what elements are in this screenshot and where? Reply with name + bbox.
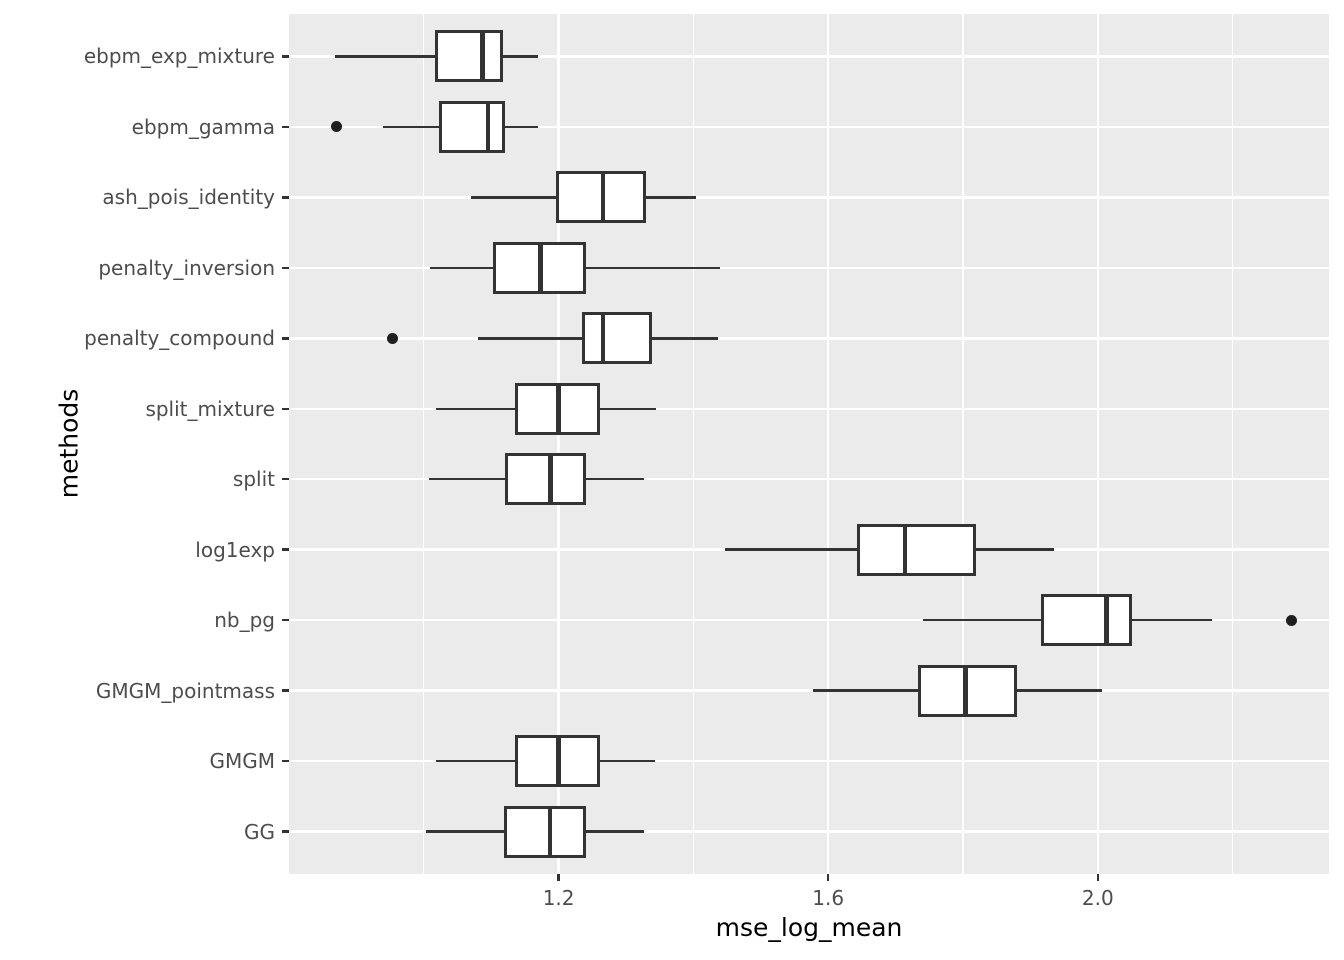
y-tick-mark [282,55,289,58]
box-iqr [434,30,503,83]
y-major-gridline [289,477,1329,481]
y-major-gridline [289,689,1329,692]
median-line [963,664,968,717]
y-tick-mark [282,689,289,692]
x-major-gridline [1096,14,1100,874]
y-tick-label: GMGM [209,749,275,774]
median-line [1104,594,1109,647]
box-iqr [581,312,653,365]
y-major-gridline [289,266,1329,270]
y-tick-label: penalty_inversion [98,255,275,280]
y-major-gridline [289,337,1329,340]
median-line [600,312,606,365]
median-line [600,171,606,224]
x-minor-gridline [1232,14,1234,874]
x-major-gridline [826,14,830,874]
median-line [902,523,908,576]
y-tick-mark [282,196,289,199]
box-iqr [857,523,976,576]
y-tick-mark [282,125,289,129]
y-major-gridline [289,830,1329,833]
y-major-gridline [289,55,1329,58]
y-tick-label: GMGM_pointmass [95,678,275,703]
median-line [547,805,553,858]
y-tick-mark [282,337,289,340]
box-iqr [504,453,587,506]
outlier-point [331,121,343,133]
y-tick-label: GG [244,819,275,844]
x-tick-mark [1096,874,1100,881]
outlier-point [387,332,399,344]
x-minor-gridline [962,14,964,874]
y-tick-mark [282,266,289,270]
median-line [480,30,485,83]
y-tick-mark [282,477,289,481]
box-iqr [555,171,646,224]
x-tick-mark [826,874,830,881]
y-tick-mark [282,830,289,833]
y-tick-label: ash_pois_identity [102,185,275,210]
box-iqr [504,805,587,858]
y-major-gridline [289,125,1329,129]
x-minor-gridline [423,14,425,874]
x-tick-label: 1.6 [812,886,845,910]
box-iqr [438,100,506,153]
y-tick-mark [282,618,289,622]
median-line [556,382,561,435]
median-line [556,735,561,788]
y-major-gridline [289,407,1329,410]
median-line [548,453,553,506]
y-tick-label: penalty_compound [84,326,275,351]
y-major-gridline [289,618,1329,622]
y-tick-mark [282,548,289,551]
plot-panel [289,14,1329,874]
x-tick-label: 1.2 [542,886,575,910]
median-line [485,100,491,153]
y-major-gridline [289,196,1329,199]
y-tick-mark [282,407,289,410]
y-tick-label: ebpm_gamma [131,114,275,139]
x-tick-label: 2.0 [1081,886,1114,910]
y-tick-label: ebpm_exp_mixture [83,44,275,69]
box-iqr [1041,594,1132,647]
y-major-gridline [289,759,1329,763]
y-tick-label: log1exp [195,537,275,562]
x-tick-mark [557,874,560,881]
outlier-point [1285,614,1297,626]
median-line [538,241,543,294]
y-tick-label: nb_pg [214,608,275,633]
x-major-gridline [557,14,560,874]
x-axis-title: mse_log_mean [715,913,903,942]
x-minor-gridline [692,14,694,874]
y-tick-mark [282,759,289,763]
y-tick-label: split [232,467,275,492]
y-tick-label: split_mixture [145,396,275,421]
y-axis-title: methods [54,388,84,499]
